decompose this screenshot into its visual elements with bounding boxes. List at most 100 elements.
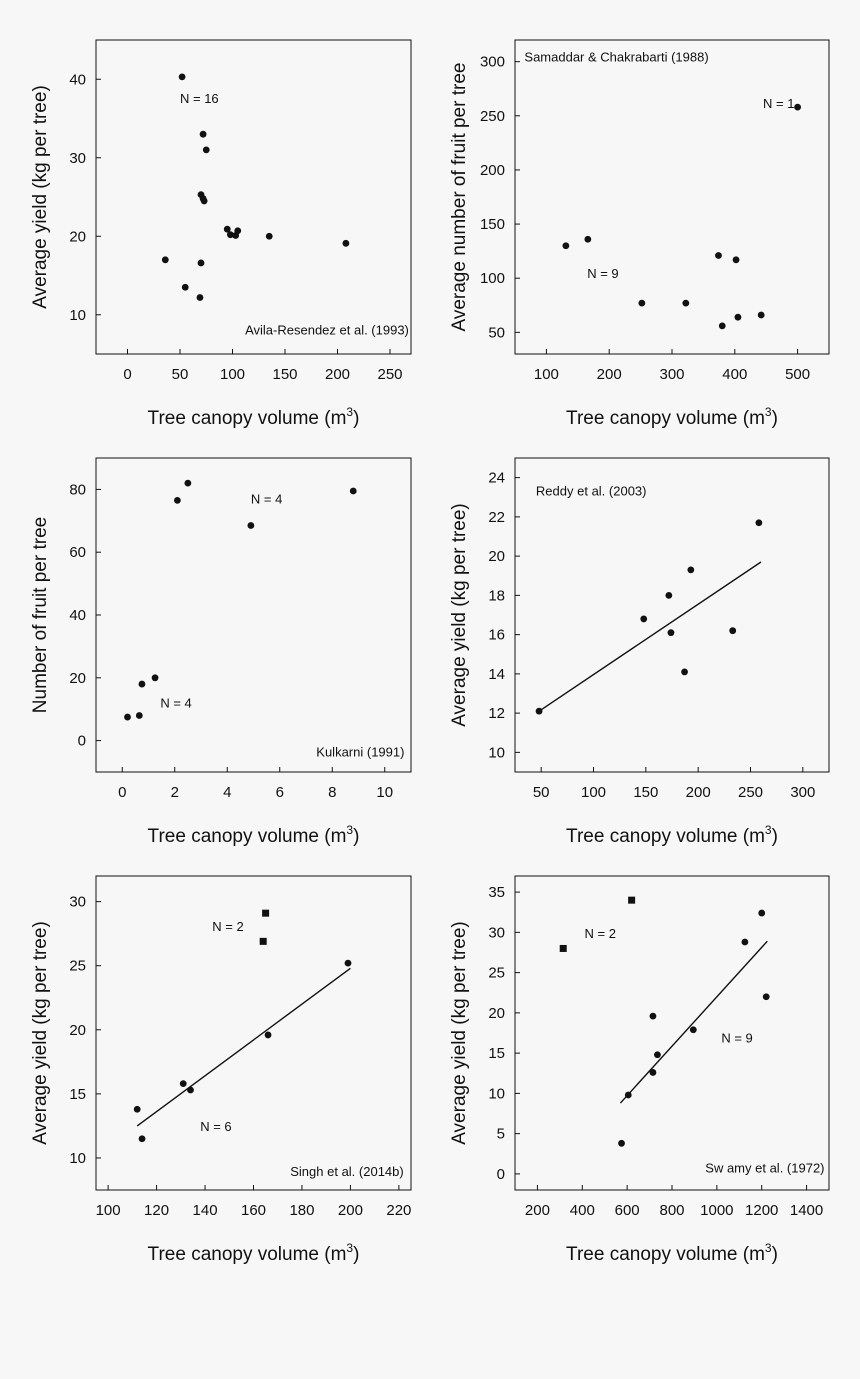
plot-frame [95, 39, 412, 355]
data-point [227, 231, 234, 239]
data-point [638, 299, 646, 307]
annotation-label: N = 4 [160, 696, 191, 711]
regression-line [619, 940, 768, 1104]
annotation-label: Singh et al. (2014b) [290, 1164, 403, 1179]
x-axis-label-text: Tree canopy volume (m [566, 408, 765, 429]
data-point [741, 938, 749, 946]
data-point [755, 519, 763, 527]
data-point [265, 232, 273, 240]
data-point [681, 668, 688, 676]
data-point [349, 487, 357, 495]
data-point [649, 1069, 657, 1076]
x-tick-label: 400 [722, 366, 747, 383]
x-axis-label: Tree canopy volume (m3) [566, 823, 778, 847]
annotation-label: Kulkarni (1991) [316, 744, 404, 759]
chart-panel-5: 100 120 140 160 180 200 220 10 15 20 25 30 Tree cano… [30, 875, 412, 1265]
x-axis-label-sup: 3 [346, 823, 353, 837]
plot-frame [514, 875, 830, 1191]
y-tick-label: 12 [488, 705, 505, 722]
x-tick-label: 2 [171, 784, 179, 801]
y-axis-label: Average yield (kg per tree) [30, 85, 51, 309]
y-tick-label: 25 [69, 958, 86, 975]
data-point [178, 73, 186, 81]
x-axis-label-text: Tree canopy volume (m [148, 408, 347, 429]
y-tick-label: 10 [488, 744, 505, 761]
y-tick-label: 14 [488, 666, 505, 683]
x-tick-label: 1000 [700, 1202, 733, 1219]
y-tick-label: 10 [69, 1150, 86, 1167]
x-tick-label: 300 [790, 784, 815, 801]
data-point [161, 256, 169, 264]
data-point-square [559, 944, 567, 952]
data-point [584, 235, 592, 243]
data-point [138, 1135, 146, 1143]
x-tick-label: 6 [276, 784, 284, 801]
data-point [138, 680, 146, 688]
annotation-label: Sw amy et al. (1972) [705, 1160, 824, 1175]
x-tick-label: 100 [581, 784, 606, 801]
x-tick-label: 200 [325, 366, 350, 383]
x-axis-label-text: Tree canopy volume (m [566, 826, 765, 847]
y-tick-label: 10 [69, 307, 86, 324]
chart-panel-3: 0 2 4 6 8 10 0 20 40 60 80 Tree canopy volume (m3) N… [30, 457, 412, 847]
x-axis-label-sup: 3 [346, 1241, 353, 1255]
y-tick-label: 15 [488, 1045, 505, 1062]
x-axis-label-end: ) [353, 1244, 359, 1265]
x-tick-label: 200 [338, 1202, 363, 1219]
x-tick-label: 0 [118, 784, 126, 801]
x-tick-label: 100 [220, 366, 245, 383]
y-tick-label: 40 [69, 71, 86, 88]
y-tick-label: 250 [480, 108, 505, 125]
annotation-label: N = 6 [200, 1119, 231, 1134]
regression-line [538, 561, 762, 712]
x-axis-label-end: ) [772, 408, 778, 429]
x-tick-label: 250 [738, 784, 763, 801]
y-tick-label: 20 [488, 548, 505, 565]
data-point [718, 322, 726, 330]
x-tick-label: 100 [96, 1202, 121, 1219]
data-point [187, 1086, 194, 1094]
x-tick-label: 300 [659, 366, 684, 383]
y-tick-label: 100 [480, 270, 505, 287]
data-point [762, 993, 770, 1001]
plot-frame [514, 39, 830, 355]
x-axis-label: Tree canopy volume (m3) [148, 1241, 360, 1265]
data-point [179, 1080, 187, 1088]
data-point [135, 712, 143, 719]
x-tick-label: 200 [525, 1202, 550, 1219]
y-tick-label: 16 [488, 627, 505, 644]
x-tick-label: 220 [386, 1202, 411, 1219]
y-axis-label: Average yield (kg per tree) [449, 921, 470, 1145]
x-tick-label: 10 [376, 784, 393, 801]
x-tick-label: 400 [570, 1202, 595, 1219]
x-tick-label: 180 [289, 1202, 314, 1219]
data-point [665, 591, 673, 599]
y-tick-label: 300 [480, 54, 505, 71]
x-axis-label: Tree canopy volume (m3) [148, 405, 360, 429]
data-point [732, 256, 740, 264]
x-tick-label: 50 [172, 366, 189, 383]
y-tick-label: 0 [497, 1166, 505, 1183]
x-axis-label: Tree canopy volume (m3) [148, 823, 360, 847]
x-tick-label: 160 [241, 1202, 266, 1219]
data-point [232, 232, 240, 239]
data-point-square [262, 909, 270, 917]
x-tick-label: 150 [272, 366, 297, 383]
annotation-label: N = 2 [585, 926, 616, 941]
y-tick-label: 10 [488, 1085, 505, 1102]
x-tick-label: 0 [123, 366, 131, 383]
x-tick-label: 1400 [790, 1202, 823, 1219]
data-point [264, 1031, 272, 1039]
data-point [535, 707, 543, 715]
data-point [196, 294, 204, 301]
annotation-label: N = 4 [251, 492, 282, 507]
y-tick-label: 0 [78, 733, 86, 750]
y-tick-label: 40 [69, 607, 86, 624]
y-tick-label: 20 [488, 1005, 505, 1022]
x-axis-label-end: ) [772, 826, 778, 847]
y-tick-label: 15 [69, 1086, 86, 1103]
y-tick-label: 20 [69, 670, 86, 687]
data-point [151, 674, 159, 682]
annotation-label: Samaddar & Chakrabarti (1988) [524, 50, 708, 65]
y-tick-label: 35 [488, 884, 505, 901]
